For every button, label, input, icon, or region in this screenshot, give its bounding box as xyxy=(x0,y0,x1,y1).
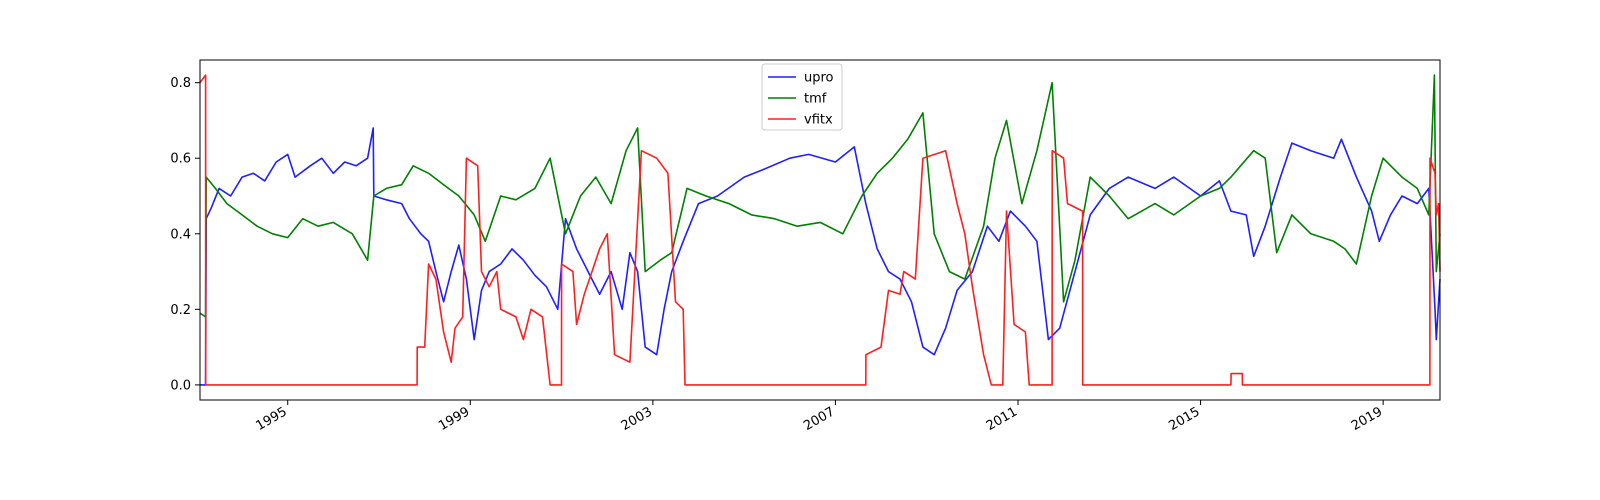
y-axis: 0.0 0.2 0.4 0.6 0.8 xyxy=(170,76,200,393)
legend-label-tmf: tmf xyxy=(804,92,827,107)
legend-label-vfitx: vfitx xyxy=(804,113,833,128)
y-tick-label: 0.0 xyxy=(170,378,191,393)
x-tick-label: 1999 xyxy=(436,404,472,434)
x-tick-label: 2003 xyxy=(619,404,655,434)
x-tick-label: 2019 xyxy=(1349,404,1385,434)
legend-box xyxy=(761,63,843,131)
y-tick-label: 0.8 xyxy=(170,76,191,91)
x-axis: 1995 1999 2003 2007 2011 2015 2019 xyxy=(254,400,1385,434)
x-tick-label: 2011 xyxy=(984,404,1020,434)
series-line-vfitx xyxy=(199,74,1441,386)
y-tick-label: 0.2 xyxy=(170,303,191,318)
legend: upro tmf vfitx xyxy=(761,63,843,131)
x-tick-label: 1995 xyxy=(254,404,290,434)
x-tick-label: 2007 xyxy=(801,404,837,434)
legend-label-upro: upro xyxy=(804,71,834,86)
series-line-upro xyxy=(200,127,1441,386)
y-tick-label: 0.6 xyxy=(170,152,191,167)
y-tick-label: 0.4 xyxy=(170,227,191,242)
plot-frame xyxy=(199,59,1441,401)
series-line-tmf xyxy=(199,74,1441,318)
x-tick-label: 2015 xyxy=(1166,404,1202,434)
series-layer xyxy=(199,74,1441,386)
